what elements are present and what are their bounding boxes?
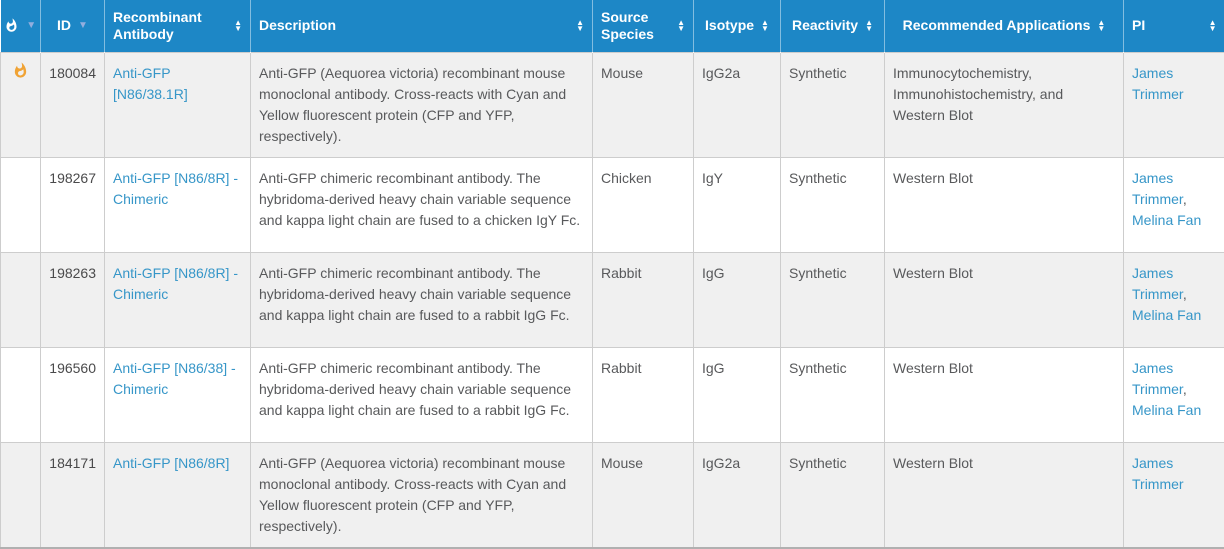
isotype-cell: IgG2a xyxy=(694,52,781,157)
table-row: 180084 Anti-GFP [N86/38.1R] Anti-GFP (Ae… xyxy=(1,52,1224,157)
pi-link[interactable]: James Trimmer xyxy=(1132,265,1183,302)
table-row: 198263 Anti-GFP [N86/8R] - Chimeric Anti… xyxy=(1,252,1224,347)
sort-icon: ▲▼ xyxy=(576,20,584,32)
applications-cell: Western Blot xyxy=(885,157,1124,252)
pi-link[interactable]: James Trimmer xyxy=(1132,360,1183,397)
isotype-cell: IgG xyxy=(694,252,781,347)
column-header-label: Recombinant Antibody xyxy=(113,9,227,43)
antibody-link[interactable]: Anti-GFP [N86/8R] xyxy=(113,455,229,471)
source-species-cell: Rabbit xyxy=(593,252,694,347)
isotype-cell: IgG xyxy=(694,347,781,442)
applications-cell: Western Blot xyxy=(885,347,1124,442)
sort-icon: ▲▼ xyxy=(1097,20,1105,32)
antibody-cell: Anti-GFP [N86/38] - Chimeric xyxy=(105,347,251,442)
column-header-label: PI xyxy=(1132,17,1145,34)
description-cell: Anti-GFP chimeric recombinant antibody. … xyxy=(251,347,593,442)
id-cell: 180084 xyxy=(41,52,105,157)
hot-cell xyxy=(1,52,41,157)
table-header-row: ▼ ID ▼ Recombinant Antibody ▲▼ Descripti… xyxy=(1,0,1224,52)
column-header-label: Recommended Applications xyxy=(903,17,1091,34)
column-header-label: ID xyxy=(57,17,71,34)
pi-link[interactable]: James Trimmer xyxy=(1132,170,1183,207)
sort-icon: ▲▼ xyxy=(761,20,769,32)
pi-cell: James Trimmer, Melina Fan xyxy=(1124,157,1224,252)
id-cell: 198267 xyxy=(41,157,105,252)
pi-separator: , xyxy=(1183,191,1187,207)
pi-cell: James Trimmer, Melina Fan xyxy=(1124,252,1224,347)
column-header-antibody[interactable]: Recombinant Antibody ▲▼ xyxy=(105,0,251,52)
column-header-label: Source Species xyxy=(601,9,670,43)
table-row: 196560 Anti-GFP [N86/38] - Chimeric Anti… xyxy=(1,347,1224,442)
sort-icon: ▲▼ xyxy=(677,20,685,32)
pi-link[interactable]: Melina Fan xyxy=(1132,402,1201,418)
pi-link[interactable]: James Trimmer xyxy=(1132,65,1184,102)
sort-desc-icon: ▼ xyxy=(78,21,88,31)
antibody-cell: Anti-GFP [N86/38.1R] xyxy=(105,52,251,157)
antibody-link[interactable]: Anti-GFP [N86/8R] - Chimeric xyxy=(113,170,238,207)
id-cell: 196560 xyxy=(41,347,105,442)
pi-cell: James Trimmer xyxy=(1124,52,1224,157)
applications-cell: Western Blot xyxy=(885,252,1124,347)
column-header-source-species[interactable]: Source Species ▲▼ xyxy=(593,0,694,52)
reactivity-cell: Synthetic xyxy=(781,347,885,442)
antibody-cell: Anti-GFP [N86/8R] - Chimeric xyxy=(105,157,251,252)
column-header-applications[interactable]: Recommended Applications ▲▼ xyxy=(885,0,1124,52)
column-header-description[interactable]: Description ▲▼ xyxy=(251,0,593,52)
reactivity-cell: Synthetic xyxy=(781,252,885,347)
pi-cell: James Trimmer, Melina Fan xyxy=(1124,347,1224,442)
column-header-hot[interactable]: ▼ xyxy=(1,0,41,52)
source-species-cell: Mouse xyxy=(593,52,694,157)
reactivity-cell: Synthetic xyxy=(781,52,885,157)
column-header-label: Description xyxy=(259,17,336,34)
description-cell: Anti-GFP chimeric recombinant antibody. … xyxy=(251,157,593,252)
hot-cell xyxy=(1,157,41,252)
source-species-cell: Chicken xyxy=(593,157,694,252)
source-species-cell: Rabbit xyxy=(593,347,694,442)
column-header-label: Isotype xyxy=(705,17,754,34)
column-header-isotype[interactable]: Isotype ▲▼ xyxy=(694,0,781,52)
antibody-link[interactable]: Anti-GFP [N86/8R] - Chimeric xyxy=(113,265,238,302)
pi-link[interactable]: Melina Fan xyxy=(1132,212,1201,228)
antibody-cell: Anti-GFP [N86/8R] - Chimeric xyxy=(105,252,251,347)
antibody-link[interactable]: Anti-GFP [N86/38] - Chimeric xyxy=(113,360,236,397)
applications-cell: Immunocytochemistry, Immunohistochemistr… xyxy=(885,52,1124,157)
column-header-label: Reactivity xyxy=(792,17,858,34)
flame-icon xyxy=(12,62,29,79)
id-cell: 198263 xyxy=(41,252,105,347)
hot-cell xyxy=(1,347,41,442)
flame-icon xyxy=(4,18,19,33)
pi-separator: , xyxy=(1183,381,1187,397)
pi-link[interactable]: James Trimmer xyxy=(1132,455,1184,492)
description-cell: Anti-GFP chimeric recombinant antibody. … xyxy=(251,252,593,347)
description-cell: Anti-GFP (Aequorea victoria) recombinant… xyxy=(251,52,593,157)
pi-separator: , xyxy=(1183,286,1187,302)
column-header-reactivity[interactable]: Reactivity ▲▼ xyxy=(781,0,885,52)
hot-cell xyxy=(1,252,41,347)
table-row: 198267 Anti-GFP [N86/8R] - Chimeric Anti… xyxy=(1,157,1224,252)
sort-icon: ▲▼ xyxy=(1209,20,1217,32)
pi-link[interactable]: Melina Fan xyxy=(1132,307,1201,323)
sort-icon: ▲▼ xyxy=(865,20,873,32)
antibody-link[interactable]: Anti-GFP [N86/38.1R] xyxy=(113,65,188,102)
column-header-pi[interactable]: PI ▲▼ xyxy=(1124,0,1224,52)
sort-icon: ▲▼ xyxy=(234,20,242,32)
isotype-cell: IgY xyxy=(694,157,781,252)
column-header-id[interactable]: ID ▼ xyxy=(41,0,105,52)
sort-desc-icon: ▼ xyxy=(26,21,36,31)
reactivity-cell: Synthetic xyxy=(781,157,885,252)
